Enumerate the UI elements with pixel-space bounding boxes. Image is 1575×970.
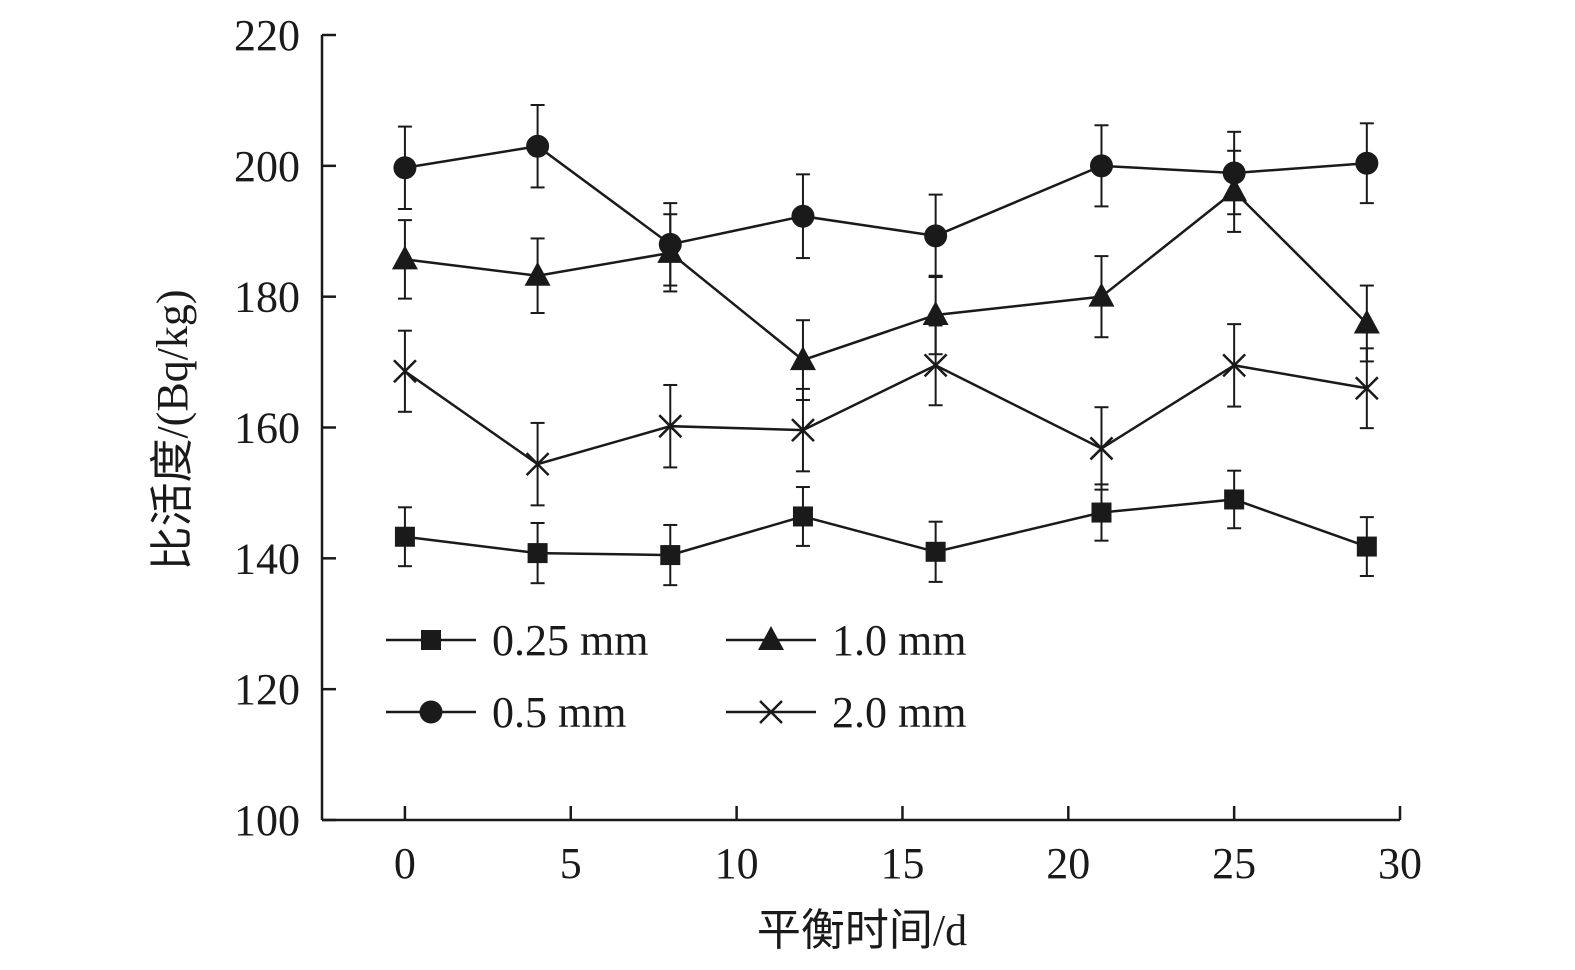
data-point — [922, 300, 949, 325]
x-marker-stroke — [1354, 376, 1379, 401]
data-point — [1354, 376, 1379, 401]
data-point — [791, 204, 815, 228]
x-tick-label: 20 — [1046, 839, 1090, 888]
series-line — [404, 189, 1368, 362]
series-layer — [391, 103, 1380, 587]
data-point — [1222, 353, 1247, 378]
data-point — [524, 261, 551, 286]
data-point — [1353, 309, 1380, 334]
data-point — [1355, 151, 1379, 175]
data-point — [789, 346, 816, 371]
data-point — [792, 506, 813, 527]
y-tick-label: 120 — [234, 665, 300, 714]
data-point — [924, 224, 948, 248]
series-square — [394, 469, 1377, 587]
series-x — [393, 323, 1379, 507]
legend-label: 0.5 mm — [492, 688, 626, 737]
y-tick-label: 140 — [234, 534, 300, 583]
y-tick-label: 100 — [234, 796, 300, 845]
x-marker-stroke — [791, 418, 815, 443]
legend-label: 0.25 mm — [492, 616, 648, 665]
data-point — [1224, 489, 1245, 510]
data-point — [660, 545, 681, 566]
axes: 100 120 140 160 180 200 220 0 5 10 15 20 25 30 — [234, 11, 1422, 888]
data-point — [657, 238, 684, 263]
legend-label: 1.0 mm — [832, 616, 966, 665]
series-triangle — [391, 149, 1380, 402]
series-line — [404, 363, 1368, 466]
x-tick-label: 5 — [560, 839, 582, 888]
x-marker-stroke — [393, 359, 417, 384]
data-point — [923, 353, 948, 378]
data-point — [925, 541, 946, 562]
x-tick-label: 25 — [1212, 839, 1256, 888]
series-line — [404, 498, 1368, 557]
x-tick-label: 10 — [715, 839, 759, 888]
y-tick-label: 180 — [234, 273, 300, 322]
series-line — [404, 144, 1367, 246]
data-point — [525, 452, 550, 477]
y-axis-title: 比活度/(Bq/kg) — [148, 289, 197, 570]
data-point — [1091, 502, 1112, 523]
data-point — [658, 414, 683, 439]
x-tick-label: 15 — [880, 839, 924, 888]
y-tick-label: 220 — [234, 11, 300, 60]
legend-marker — [758, 626, 784, 650]
legend-item: 1.0 mm — [726, 616, 966, 665]
x-tick-label: 30 — [1378, 839, 1422, 888]
data-point — [394, 526, 415, 547]
data-point — [393, 359, 417, 384]
legend-item: 2.0 mm — [726, 688, 966, 737]
x-marker-stroke — [1222, 353, 1247, 378]
x-marker-stroke — [658, 414, 683, 439]
x-axis-title: 平衡时间/d — [757, 906, 967, 955]
legend-item: 0.5 mm — [386, 688, 626, 737]
y-tick-label: 200 — [234, 142, 300, 191]
data-point — [527, 543, 548, 564]
data-point — [791, 418, 815, 443]
x-marker-stroke — [759, 700, 783, 724]
x-marker-stroke — [525, 452, 550, 477]
legend-marker — [759, 700, 783, 724]
data-point — [1221, 177, 1248, 202]
x-marker-stroke — [1089, 436, 1114, 461]
y-tick-label: 160 — [234, 404, 300, 453]
x-tick-label: 0 — [394, 839, 416, 888]
legend-marker — [419, 700, 443, 724]
data-point — [1088, 282, 1115, 307]
data-point — [526, 134, 550, 158]
data-point — [391, 245, 418, 270]
data-point — [1089, 436, 1114, 461]
legend-label: 2.0 mm — [832, 688, 966, 737]
data-point — [1089, 154, 1113, 178]
legend: 0.25 mm 1.0 mm 0.5 mm 2.0 mm — [386, 616, 966, 737]
legend-item: 0.25 mm — [386, 616, 648, 665]
x-marker-stroke — [923, 353, 948, 378]
data-point — [393, 156, 417, 180]
data-point — [1356, 536, 1377, 557]
legend-marker — [421, 630, 441, 650]
